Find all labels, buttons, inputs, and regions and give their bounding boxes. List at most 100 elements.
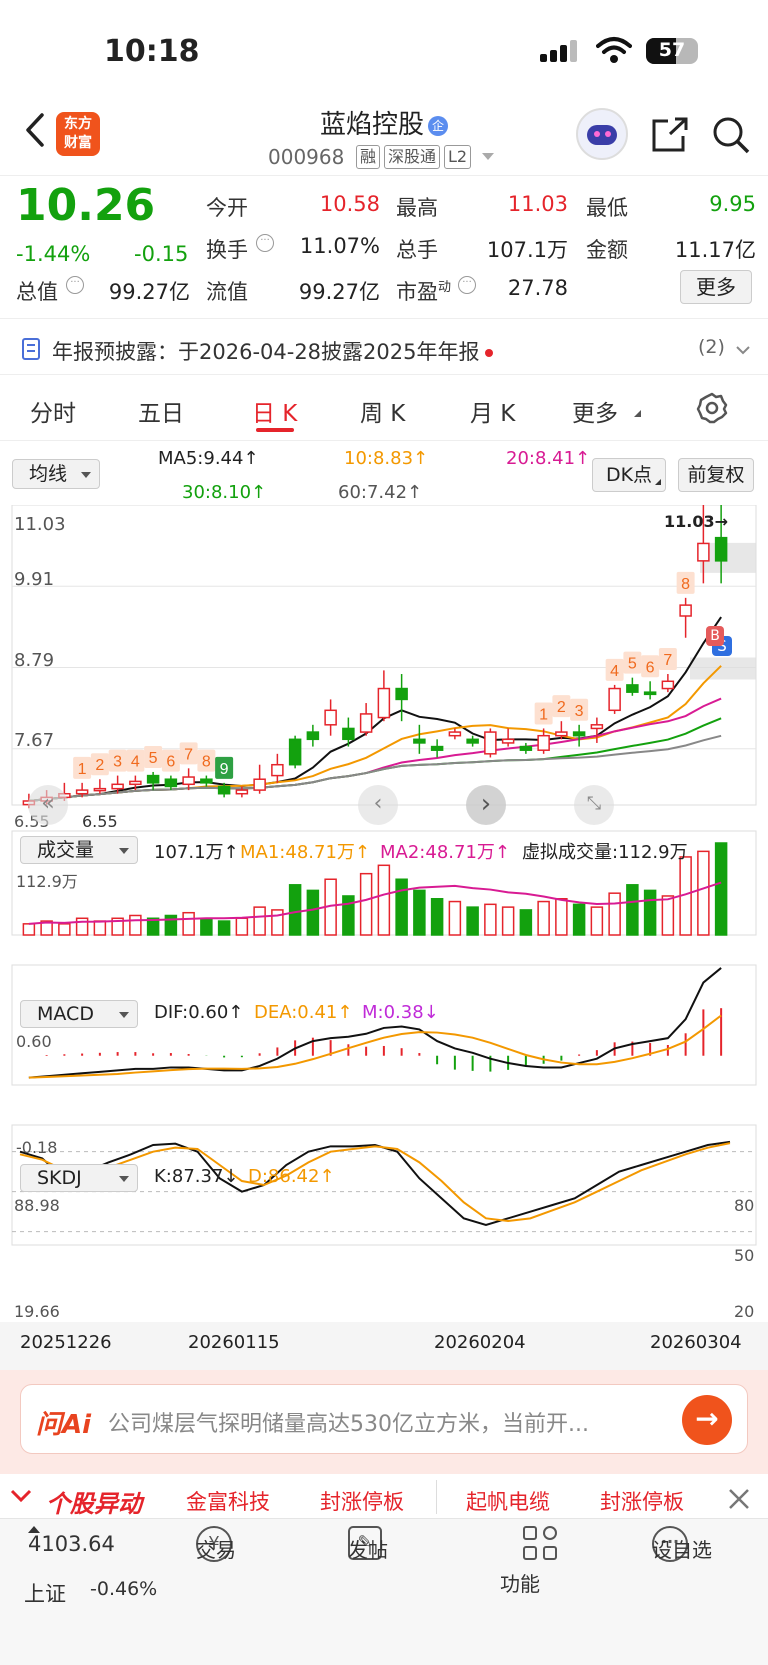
high-label: 最高 (396, 196, 438, 220)
volume-bar (217, 920, 231, 936)
td-marker: 7 (663, 652, 672, 669)
ticker-item-4[interactable]: 封涨停板 (600, 1490, 684, 1514)
candle (714, 536, 728, 562)
td-marker: 3 (575, 703, 584, 720)
k-y2: 9.91 (14, 569, 55, 590)
ai-question-bar[interactable] (20, 1384, 748, 1454)
share-icon[interactable] (650, 116, 690, 158)
vol-ma-line (28, 881, 722, 925)
volume-bar (75, 917, 89, 936)
candle (253, 778, 266, 791)
info-icon[interactable]: ··· (458, 276, 476, 294)
volume-label: 总手 (396, 238, 438, 262)
notice-count[interactable]: (2) (698, 336, 725, 358)
macd-select[interactable]: MACD (20, 1000, 138, 1028)
k-y4: 7.67 (14, 730, 55, 751)
ticker-item-1[interactable]: 金富科技 (186, 1490, 270, 1514)
stock-chart[interactable]: 123456789123456789 (0, 505, 768, 1335)
candle (608, 687, 621, 712)
candle (537, 734, 550, 751)
k-high-mark: 11.03→ (664, 512, 729, 531)
candle (93, 787, 107, 792)
arrow-right-icon[interactable]: → (682, 1395, 732, 1445)
td-marker: 7 (184, 746, 193, 763)
ma10-label: 10:8.83↑ (344, 448, 429, 469)
chevron-down-icon[interactable] (482, 153, 494, 160)
edit-icon: ✎ (348, 1526, 382, 1560)
robot-avatar-icon[interactable] (576, 108, 628, 160)
volume-bar (288, 884, 302, 936)
volume-bar (200, 917, 213, 936)
volume-bar (590, 906, 604, 936)
chevron-down-icon[interactable] (10, 1488, 32, 1507)
tab-five-day[interactable]: 五日 (138, 401, 184, 427)
close-icon[interactable] (728, 1488, 750, 1514)
td-marker: 4 (131, 754, 140, 771)
expand-icon[interactable]: ⤡ (574, 785, 614, 825)
date-1: 20251226 (20, 1332, 112, 1353)
volume-bar (555, 898, 568, 936)
td-marker-box (215, 756, 234, 779)
next-icon[interactable]: › (466, 785, 506, 825)
status-time: 10:18 (104, 34, 200, 69)
info-icon[interactable]: ··· (66, 276, 84, 294)
tab-more[interactable]: 更多 (572, 401, 618, 427)
volume-bar (643, 889, 657, 936)
volume-bar (608, 892, 621, 936)
signal-icon (540, 40, 580, 62)
volume-select[interactable]: 成交量 (20, 836, 138, 864)
chevron-down-icon[interactable] (736, 340, 750, 359)
dk-point-button[interactable]: DK点 (592, 458, 666, 492)
prev-icon[interactable]: ‹ (358, 785, 398, 825)
more-dots-icon: ··· (652, 1526, 688, 1562)
nav-functions[interactable]: 功能 (500, 1526, 580, 1596)
skdj-select[interactable]: SKDJ (20, 1164, 138, 1192)
yen-icon: ¥ (196, 1526, 232, 1562)
low-value: 9.95 (709, 192, 756, 216)
adjust-button[interactable]: 前复权 (678, 458, 754, 492)
td-marker-box (161, 749, 180, 772)
ma5-label: MA5:9.44↑ (158, 448, 259, 469)
notice-text[interactable]: 年报预披露：于2026-04-28披露2025年年报 (52, 336, 494, 366)
candle (555, 731, 568, 737)
vol-virtual: 虚拟成交量:112.9万 (522, 842, 688, 863)
grid-icon (523, 1526, 557, 1560)
skdj-r80: 80 (734, 1196, 755, 1215)
k-low-mark: 6.55 (82, 812, 118, 831)
ai-question-text[interactable]: 公司煤层气探明储量高达530亿立方米，当前开... (108, 1412, 589, 1437)
td-marker: 4 (610, 663, 619, 680)
settings-gear-icon[interactable] (696, 392, 728, 428)
price: 10.26 (16, 180, 156, 231)
ma-select[interactable]: 均线 (12, 459, 100, 489)
td-marker-box (676, 571, 695, 594)
volume-value: 107.1万 (486, 238, 568, 262)
td-marker-box (623, 651, 642, 674)
volume-bar (413, 889, 426, 936)
candle (572, 731, 586, 737)
volume-bar (182, 911, 195, 936)
ticker-item-2[interactable]: 封涨停板 (320, 1490, 404, 1514)
tab-weekly-k[interactable]: 周 K (360, 401, 406, 427)
more-button[interactable]: 更多 (680, 270, 752, 304)
candle (164, 778, 178, 788)
skdj-k: K:87.37↓ (154, 1166, 239, 1187)
skdj-r20: 20 (734, 1302, 755, 1321)
volume-bar (58, 923, 71, 936)
pe-value: 27.78 (507, 276, 568, 300)
back-icon[interactable] (24, 112, 46, 152)
candle (679, 604, 692, 617)
tab-daily-k[interactable]: 日 K (252, 401, 298, 427)
volume-bar (93, 920, 107, 936)
ai-logo: 问Ai (36, 1410, 92, 1440)
volume-bar (466, 906, 479, 936)
volume-bar (519, 909, 533, 936)
search-icon[interactable] (712, 116, 750, 158)
tab-monthly-k[interactable]: 月 K (470, 401, 516, 427)
td-marker-box (605, 658, 624, 681)
tab-intraday[interactable]: 分时 (30, 401, 76, 427)
ticker-item-3[interactable]: 起帆电缆 (466, 1490, 550, 1514)
rewind-icon[interactable]: « (28, 785, 68, 825)
info-icon[interactable]: ··· (256, 234, 274, 252)
vol-value: 107.1万↑ (154, 842, 239, 863)
index-change: -0.46% (90, 1578, 158, 1600)
